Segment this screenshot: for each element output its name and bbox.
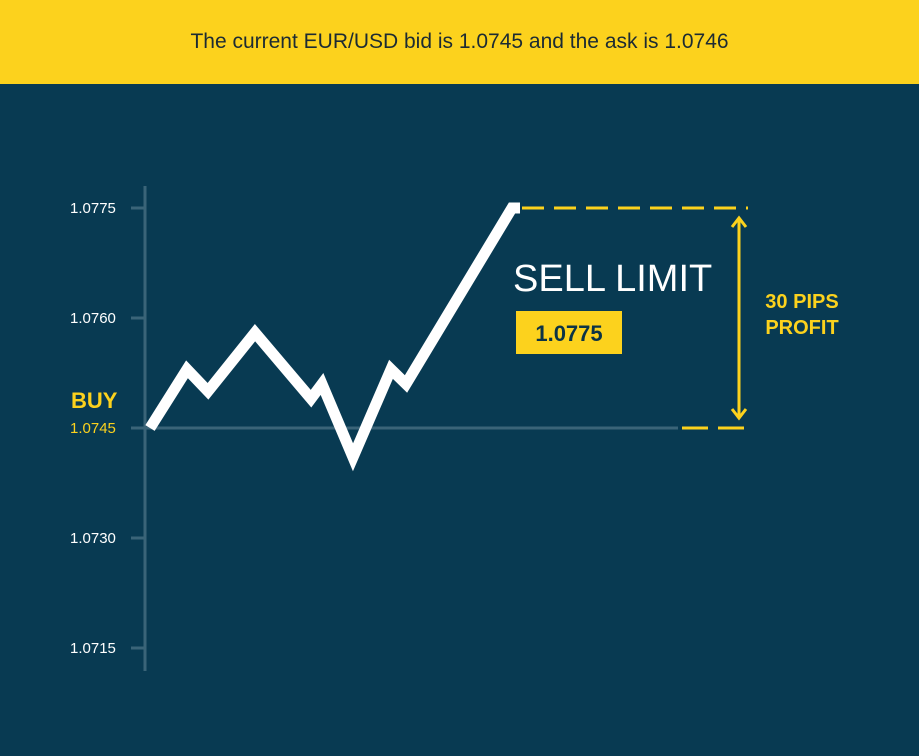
profit-arrow-head-down	[730, 408, 748, 421]
price-line	[145, 202, 520, 472]
header-banner: The current EUR/USD bid is 1.0745 and th…	[0, 0, 919, 84]
profit-label-line1: 30 PIPS	[765, 291, 838, 313]
y-tick-label: 1.0775	[70, 200, 116, 217]
profit-range-arrow	[730, 215, 748, 421]
profit-arrow-head-up	[730, 215, 748, 228]
price-chart-svg: 1.0775 1.0760 1.0730 1.0715 BUY 1.0745 SELL…	[70, 186, 839, 671]
y-tick-label: 1.0730	[70, 530, 116, 547]
sell-limit-price: 1.0775	[535, 321, 602, 346]
y-axis-ticks: 1.0775 1.0760 1.0730 1.0715	[70, 200, 145, 657]
buy-label: BUY	[71, 388, 118, 413]
y-tick-label: 1.0760	[70, 310, 116, 327]
profit-label-line2: PROFIT	[765, 317, 838, 339]
y-tick-label: 1.0715	[70, 640, 116, 657]
buy-price-label: 1.0745	[70, 420, 116, 437]
sell-limit-price-badge	[516, 311, 622, 354]
sell-limit-label: SELL LIMIT	[513, 258, 712, 300]
banner-text: The current EUR/USD bid is 1.0745 and th…	[190, 30, 729, 53]
price-chart: 1.0775 1.0760 1.0730 1.0715 BUY 1.0745 SELL…	[0, 84, 919, 751]
